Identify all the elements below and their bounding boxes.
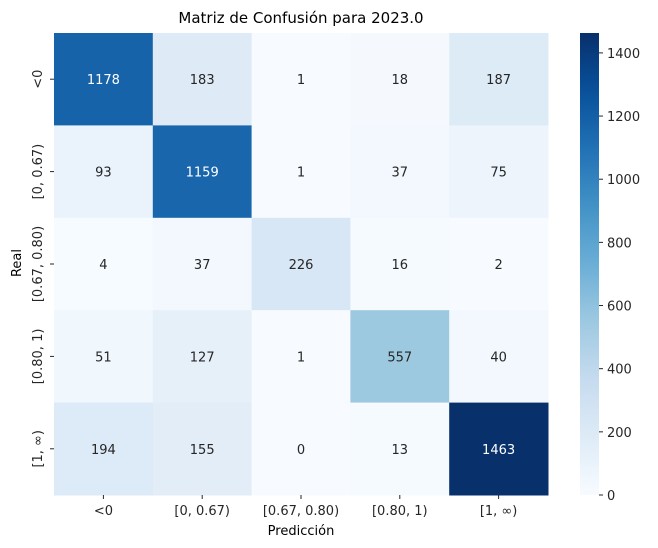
cell-value-label: 40 [490,350,507,365]
cell-value-label: 13 [392,443,409,458]
heatmap-cell [152,402,253,496]
cell-value-label: 2 [494,258,502,273]
y-axis-label: Real [10,249,25,277]
heatmap-cell [152,310,253,404]
y-tick-label: [1, ∞) [31,430,46,468]
chart-title: Matriz de Confusión para 2023.0 [178,9,423,27]
heatmap-cell [152,33,253,126]
colorbar-tick-label: 800 [607,236,632,251]
cell-value-label: 1 [297,350,305,365]
heatmap-cell [54,310,154,404]
heatmap-cell [54,402,154,496]
cell-value-label: 1 [297,166,305,181]
y-tick-labels: <0 [0, 0.67) [0.67, 0.80) [0.80, 1) [1, ∞) [31,70,54,468]
y-tick-label: <0 [31,70,46,89]
cell-value-label: 183 [190,73,215,88]
x-tick-label: [0, 0.67) [174,504,230,519]
heatmap-cell [251,125,351,219]
cell-value-label: 75 [490,166,507,181]
cell-value-label: 194 [91,443,116,458]
heatmap-cell [251,402,351,496]
cell-value-label: 0 [297,443,305,458]
heatmap-cell [449,217,549,311]
cell-value-label: 4 [99,258,107,273]
heatmap-cell [54,217,154,311]
heatmap-cell [350,125,450,219]
x-tick-label: [0.80, 1) [372,504,428,519]
heatmap-cell [350,217,450,311]
colorbar-tick-label: 1000 [607,173,640,188]
cell-value-label: 16 [392,258,409,273]
x-tick-label: [1, ∞) [480,504,518,519]
cell-value-label: 18 [392,73,409,88]
heatmap-cell [152,125,253,219]
cell-value-label: 1159 [186,166,219,181]
cell-value-label: 37 [392,166,409,181]
cell-value-label: 1463 [482,443,515,458]
heatmap-cell [449,33,549,126]
colorbar-tick-label: 1200 [607,110,640,125]
cell-value-label: 187 [486,73,511,88]
colorbar-tick-label: 600 [607,300,632,315]
colorbar-tick-label: 200 [607,426,632,441]
x-axis-label: Predicción [268,524,335,539]
cell-value-label: 127 [190,350,215,365]
cell-value-label: 1178 [87,73,120,88]
colorbar [580,33,599,495]
x-tick-label: [0.67, 0.80) [263,504,339,519]
colorbar-tick-label: 400 [607,363,632,378]
y-tick-label: [0.80, 1) [31,329,46,385]
cell-value-label: 37 [194,258,211,273]
heatmap-cell [350,33,450,126]
y-tick-label: [0, 0.67) [31,144,46,200]
heatmap-cell [449,402,549,496]
heatmap-cell [350,402,450,496]
heatmap-cell [152,217,253,311]
heatmap-cell [251,310,351,404]
cell-value-label: 1 [297,73,305,88]
heatmap-cell [350,310,450,404]
heatmap-cell [449,125,549,219]
colorbar-ticks: 0 200 400 600 800 1000 1200 1400 [599,47,640,504]
colorbar-tick-label: 1400 [607,47,640,62]
x-tick-labels: <0 [0, 0.67) [0.67, 0.80) [0.80, 1) [1, ∞) [94,495,518,519]
cell-value-label: 226 [289,258,314,273]
cell-value-label: 557 [387,350,412,365]
heatmap-cell [251,33,351,126]
heatmap-cell [251,217,351,311]
x-tick-label: <0 [94,504,113,519]
cell-value-label: 51 [95,350,112,365]
cell-value-label: 93 [95,166,112,181]
heatmap-cell [449,310,549,404]
y-tick-label: [0.67, 0.80) [31,226,46,302]
heatmap-cell [54,125,154,219]
colorbar-tick-label: 0 [607,489,615,504]
heatmap-cell [54,33,154,126]
cell-value-label: 155 [190,443,215,458]
